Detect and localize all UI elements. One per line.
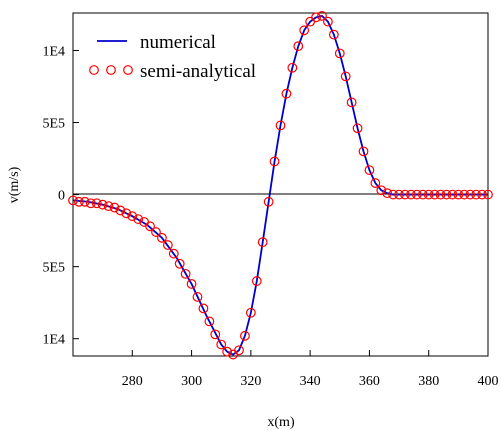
series-point-semi-analytical <box>477 189 487 200</box>
legend-marker <box>89 65 99 75</box>
y-tick-label: 1E4 <box>42 333 65 348</box>
x-tick-label: 280 <box>122 374 143 389</box>
series-point-semi-analytical <box>109 202 120 213</box>
x-tick-label: 360 <box>359 374 380 389</box>
series-point-semi-analytical <box>257 237 268 248</box>
series-point-semi-analytical <box>364 165 375 175</box>
series-point-semi-analytical <box>411 189 422 200</box>
y-tick-label: 5E5 <box>42 261 65 276</box>
series-point-semi-analytical <box>180 268 191 279</box>
y-tick-label: 0 <box>58 189 65 204</box>
series-point-semi-analytical <box>85 198 96 209</box>
y-tick-label: 5E5 <box>42 117 65 132</box>
series-point-semi-analytical <box>151 227 161 237</box>
series-point-semi-analytical <box>216 339 227 350</box>
series-point-semi-analytical <box>417 189 428 200</box>
series-point-semi-analytical <box>174 258 185 269</box>
series-point-semi-analytical <box>91 198 102 209</box>
series-point-semi-analytical <box>198 303 209 314</box>
series-point-semi-analytical <box>127 211 138 222</box>
series-point-semi-analytical <box>352 123 363 134</box>
series-point-semi-analytical <box>222 346 233 357</box>
series-point-semi-analytical <box>145 221 155 232</box>
series-point-semi-analytical <box>210 329 221 340</box>
series-point-semi-analytical <box>245 307 256 318</box>
series-point-semi-analytical <box>447 189 458 200</box>
series-point-semi-analytical <box>162 240 173 250</box>
series-point-semi-analytical <box>483 189 493 200</box>
series-point-semi-analytical <box>240 330 250 341</box>
x-tick-label: 400 <box>478 374 499 389</box>
series-point-semi-analytical <box>287 62 298 73</box>
series-point-semi-analytical <box>192 292 203 302</box>
series-point-semi-analytical <box>471 189 482 200</box>
series-point-semi-analytical <box>465 189 476 200</box>
series-point-semi-analytical <box>311 12 321 23</box>
series-point-semi-analytical <box>323 16 333 27</box>
legend-label-numerical: numerical <box>140 32 216 53</box>
series-point-semi-analytical <box>435 189 446 200</box>
series-point-semi-analytical <box>370 178 381 188</box>
series-point-semi-analytical <box>186 279 197 289</box>
series-point-semi-analytical <box>293 41 304 52</box>
y-tick-label: 1E4 <box>42 44 65 59</box>
series-point-semi-analytical <box>251 276 262 286</box>
series-point-semi-analytical <box>269 156 280 167</box>
series-point-semi-analytical <box>115 205 126 216</box>
series-point-semi-analytical <box>97 199 108 210</box>
legend-marker <box>106 65 116 75</box>
legend-label-semi-analytical: semi-analytical <box>140 61 256 82</box>
series-point-semi-analytical <box>275 120 286 131</box>
x-tick-label: 380 <box>418 374 439 389</box>
x-tick-label: 320 <box>240 374 261 389</box>
series-point-semi-analytical <box>459 189 470 200</box>
series-point-semi-analytical <box>103 201 114 212</box>
series-point-semi-analytical <box>429 189 440 200</box>
series-point-semi-analytical <box>423 189 434 200</box>
x-axis-ticks: 280 300 320 340 360 380 400 <box>122 350 499 389</box>
legend: numerical semi-analytical <box>89 32 256 82</box>
series-point-semi-analytical <box>382 188 393 199</box>
series-layer <box>68 10 493 360</box>
legend-marker <box>123 65 133 75</box>
series-point-semi-analytical <box>453 189 464 200</box>
y-axis-ticks: 1E4 5E5 0 5E5 1E4 <box>42 44 79 348</box>
series-point-semi-analytical <box>204 316 215 327</box>
series-point-semi-analytical <box>299 25 310 36</box>
series-point-semi-analytical <box>358 146 369 157</box>
series-point-semi-analytical <box>334 48 345 59</box>
x-tick-label: 300 <box>181 374 202 389</box>
series-point-semi-analytical <box>234 345 244 356</box>
series-point-semi-analytical <box>400 189 410 200</box>
series-point-semi-analytical <box>281 88 292 99</box>
series-point-semi-analytical <box>168 248 179 259</box>
series-point-semi-analytical <box>121 208 132 219</box>
series-point-semi-analytical <box>394 189 404 200</box>
series-point-semi-analytical <box>340 71 351 82</box>
y-axis-label: v(m/s) <box>7 166 22 203</box>
series-point-semi-analytical <box>441 189 452 200</box>
x-tick-label: 340 <box>300 374 321 389</box>
series-point-semi-analytical <box>133 214 144 224</box>
series-point-semi-analytical <box>68 195 78 206</box>
plot-frame <box>72 12 489 357</box>
series-point-semi-analytical <box>157 232 167 243</box>
series-point-semi-analytical <box>388 189 399 200</box>
series-point-semi-analytical <box>406 189 416 200</box>
series-line-numerical <box>72 14 488 356</box>
series-point-semi-analytical <box>346 97 357 108</box>
series-point-semi-analytical <box>263 196 274 207</box>
series-point-semi-analytical <box>328 29 339 40</box>
series-point-semi-analytical <box>376 185 387 196</box>
series-point-semi-analytical <box>79 196 90 207</box>
series-point-semi-analytical <box>317 10 327 21</box>
x-axis-label: x(m) <box>267 415 295 430</box>
series-point-semi-analytical <box>74 196 84 207</box>
